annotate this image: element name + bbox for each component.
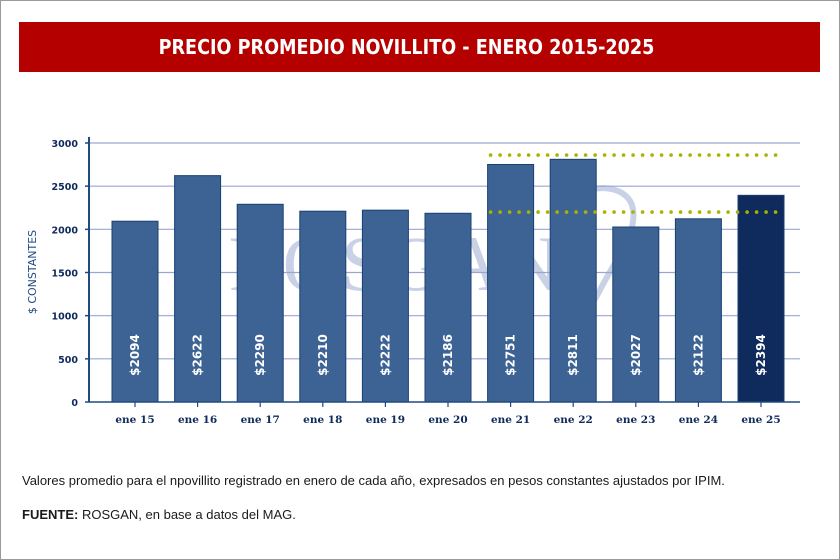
chart-source: FUENTE: ROSGAN, en base a datos del MAG. — [22, 507, 296, 522]
bar-data-label: $2222 — [378, 334, 392, 376]
bar-data-label: $2186 — [441, 334, 455, 376]
chart-title: PRECIO PROMEDIO NOVILLITO - ENERO 2015-2… — [158, 22, 680, 72]
bar-data-label: $2751 — [504, 334, 518, 376]
bar-data-label: $2394 — [754, 334, 768, 376]
title-banner: PRECIO PROMEDIO NOVILLITO - ENERO 2015-2… — [19, 22, 820, 72]
x-tick-label: ene 19 — [366, 414, 405, 426]
bar-data-label: $2210 — [316, 334, 330, 376]
bar-chart: ROSGAN $2094$2622$2290$2210$2222$2186$27… — [0, 100, 840, 440]
x-tick-label: ene 24 — [679, 414, 718, 426]
x-tick-label: ene 22 — [554, 414, 593, 426]
y-tick-label: 1500 — [52, 269, 79, 280]
source-label: FUENTE: — [22, 507, 78, 522]
x-tick-label: ene 18 — [303, 414, 342, 426]
x-tick-label: ene 17 — [241, 414, 280, 426]
y-tick-label: 3000 — [52, 139, 79, 150]
x-tick-label: ene 23 — [616, 414, 655, 426]
bars: $2094 $2622 $2290 $2210 $2222 $2186 $2751 $2811… — [112, 159, 784, 402]
x-tick-label: ene 16 — [178, 414, 217, 426]
chart-note: Valores promedio para el npovillito regi… — [22, 473, 725, 488]
bar-data-label: $2094 — [128, 334, 142, 376]
bar-data-label: $2290 — [253, 334, 267, 376]
y-axis-label: $ CONSTANTES — [26, 230, 39, 314]
bar-data-label: $2122 — [691, 334, 705, 376]
bar-data-label: $2622 — [191, 334, 205, 376]
y-tick-label: 0 — [71, 398, 78, 409]
bar-data-label: $2027 — [629, 334, 643, 376]
y-tick-label: 1000 — [52, 312, 79, 323]
y-tick-label: 2000 — [52, 225, 79, 236]
y-tick-label: 2500 — [52, 182, 79, 193]
x-tick-label: ene 25 — [741, 414, 780, 426]
source-text: ROSGAN, en base a datos del MAG. — [78, 507, 296, 522]
x-tick-label: ene 15 — [115, 414, 154, 426]
y-tick-label: 500 — [58, 355, 78, 366]
x-tick-label: ene 20 — [428, 414, 467, 426]
bar-data-label: $2811 — [566, 334, 580, 376]
x-tick-label: ene 21 — [491, 414, 530, 426]
